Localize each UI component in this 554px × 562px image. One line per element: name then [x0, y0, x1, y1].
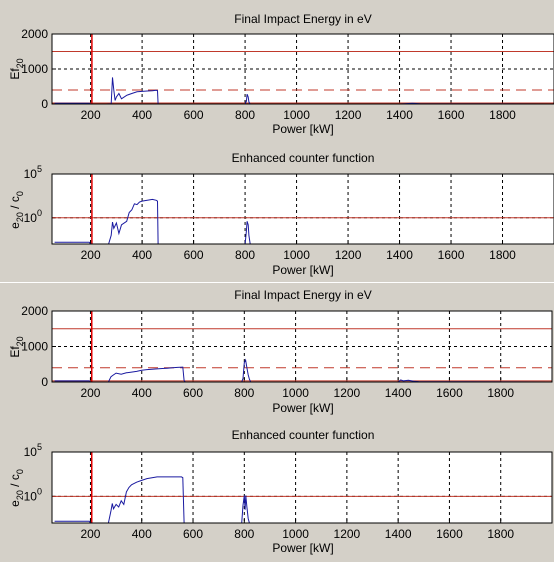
- chart-4-xtick-label: 1000: [282, 527, 309, 541]
- chart-1-ytick-label: 2000: [21, 27, 48, 41]
- chart-3-ytick-label: 1000: [21, 340, 48, 354]
- chart-3-impact-energy: Final Impact Energy in eV Power [kW] Ef2…: [8, 288, 553, 415]
- chart-3-xtick-label: 1800: [487, 386, 514, 400]
- chart-2-xtick-label: 800: [235, 248, 255, 262]
- chart-1-xtick-label: 200: [81, 108, 101, 122]
- chart-3-xtick-label: 1600: [436, 386, 463, 400]
- chart-2-ytick-label: 105: [24, 164, 42, 181]
- chart-2-xtick-label: 1600: [438, 248, 465, 262]
- chart-1-xtick-label: 1000: [283, 108, 310, 122]
- chart-1-ytick-label: 0: [41, 97, 48, 111]
- chart-3-xlabel: Power [kW]: [272, 401, 333, 415]
- chart-1-xtick-label: 1600: [438, 108, 465, 122]
- chart-2-title: Enhanced counter function: [232, 151, 375, 165]
- chart-2-xtick-label: 200: [81, 248, 101, 262]
- chart-2-ylabel-sub2: 0: [15, 191, 25, 196]
- chart-2-xtick-label: 600: [184, 248, 204, 262]
- chart-4-ylabel-mid: / c: [8, 474, 22, 490]
- chart-2-ytick-label: 100: [24, 208, 42, 225]
- chart-1-xlabel: Power [kW]: [272, 122, 333, 136]
- chart-4-ytick-label: 105: [24, 442, 42, 459]
- chart-1-xtick-label: 1800: [489, 108, 516, 122]
- chart-4-xtick-label: 1600: [436, 527, 463, 541]
- chart-4-xtick-label: 1800: [487, 527, 514, 541]
- chart-3-xtick-label: 800: [234, 386, 254, 400]
- chart-2-ylabel-mid: / c: [8, 196, 22, 212]
- chart-3-xtick-label: 1000: [282, 386, 309, 400]
- chart-2-plot-area: [51, 173, 554, 245]
- chart-4-ylabel-sub1: 20: [15, 490, 25, 500]
- chart-1-ylabel: Ef20: [8, 58, 25, 79]
- chart-1-ytick-label: 1000: [21, 62, 48, 76]
- chart-3-xtick-label: 400: [132, 386, 152, 400]
- chart-2-xlabel: Power [kW]: [272, 263, 333, 277]
- chart-1-xtick-label: 1200: [335, 108, 362, 122]
- chart-1-ylabel-main: Ef: [8, 68, 22, 80]
- chart-3-ylabel-main: Ef: [8, 346, 22, 358]
- chart-3-xtick-label: 1200: [334, 386, 361, 400]
- chart-4-title: Enhanced counter function: [232, 428, 375, 442]
- chart-2-frame: [51, 173, 554, 245]
- chart-4-xtick-label: 1200: [334, 527, 361, 541]
- chart-3-title: Final Impact Energy in eV: [234, 288, 371, 302]
- chart-1-xtick-label: 400: [132, 108, 152, 122]
- chart-4-xtick-label: 600: [183, 527, 203, 541]
- chart-3-ytick-label: 0: [41, 375, 48, 389]
- chart-3-frame: [51, 310, 553, 383]
- chart-1-ylabel-sub: 20: [15, 58, 25, 68]
- chart-4-ylabel-main: e: [8, 500, 22, 507]
- chart-2-ylabel-sub1: 20: [15, 212, 25, 222]
- chart-3-ylabel: Ef20: [8, 336, 25, 357]
- chart-3-xtick-label: 1400: [385, 386, 412, 400]
- chart-2-ylabel: e20 / c0: [8, 191, 25, 229]
- chart-4-ylabel-sub2: 0: [15, 469, 25, 474]
- chart-4-ylabel: e20 / c0: [8, 469, 25, 507]
- chart-2-xtick-label: 1000: [283, 248, 310, 262]
- chart-1-xtick-label: 1400: [386, 108, 413, 122]
- chart-1-frame: [51, 33, 554, 105]
- chart-2-xtick-label: 1400: [386, 248, 413, 262]
- chart-4-xtick-label: 800: [234, 527, 254, 541]
- chart-1-xtick-label: 600: [184, 108, 204, 122]
- chart-2-counter-function: Enhanced counter function Power [kW] e20…: [8, 151, 554, 277]
- chart-4-plot-area: [51, 451, 553, 524]
- chart-4-xtick-label: 1400: [385, 527, 412, 541]
- chart-1-xtick-label: 800: [235, 108, 255, 122]
- chart-4-xtick-label: 200: [80, 527, 100, 541]
- chart-1-impact-energy: Final Impact Energy in eV Power [kW] Ef2…: [8, 12, 554, 136]
- chart-4-counter-function: Enhanced counter function Power [kW] e20…: [8, 428, 553, 555]
- chart-4-xlabel: Power [kW]: [272, 541, 333, 555]
- chart-4-frame: [51, 451, 553, 524]
- chart-2-ylabel-main: e: [8, 222, 22, 229]
- chart-2-xtick-label: 1800: [489, 248, 516, 262]
- chart-1-title: Final Impact Energy in eV: [234, 12, 371, 26]
- chart-4-series-line: [54, 476, 250, 524]
- chart-3-xtick-label: 200: [80, 386, 100, 400]
- chart-2-xtick-label: 400: [132, 248, 152, 262]
- chart-4-xtick-label: 400: [132, 527, 152, 541]
- chart-2-xtick-label: 1200: [335, 248, 362, 262]
- chart-3-ylabel-sub: 20: [15, 336, 25, 346]
- chart-4-ytick-label: 100: [24, 486, 42, 503]
- chart-3-xtick-label: 600: [183, 386, 203, 400]
- chart-3-ytick-label: 2000: [21, 304, 48, 318]
